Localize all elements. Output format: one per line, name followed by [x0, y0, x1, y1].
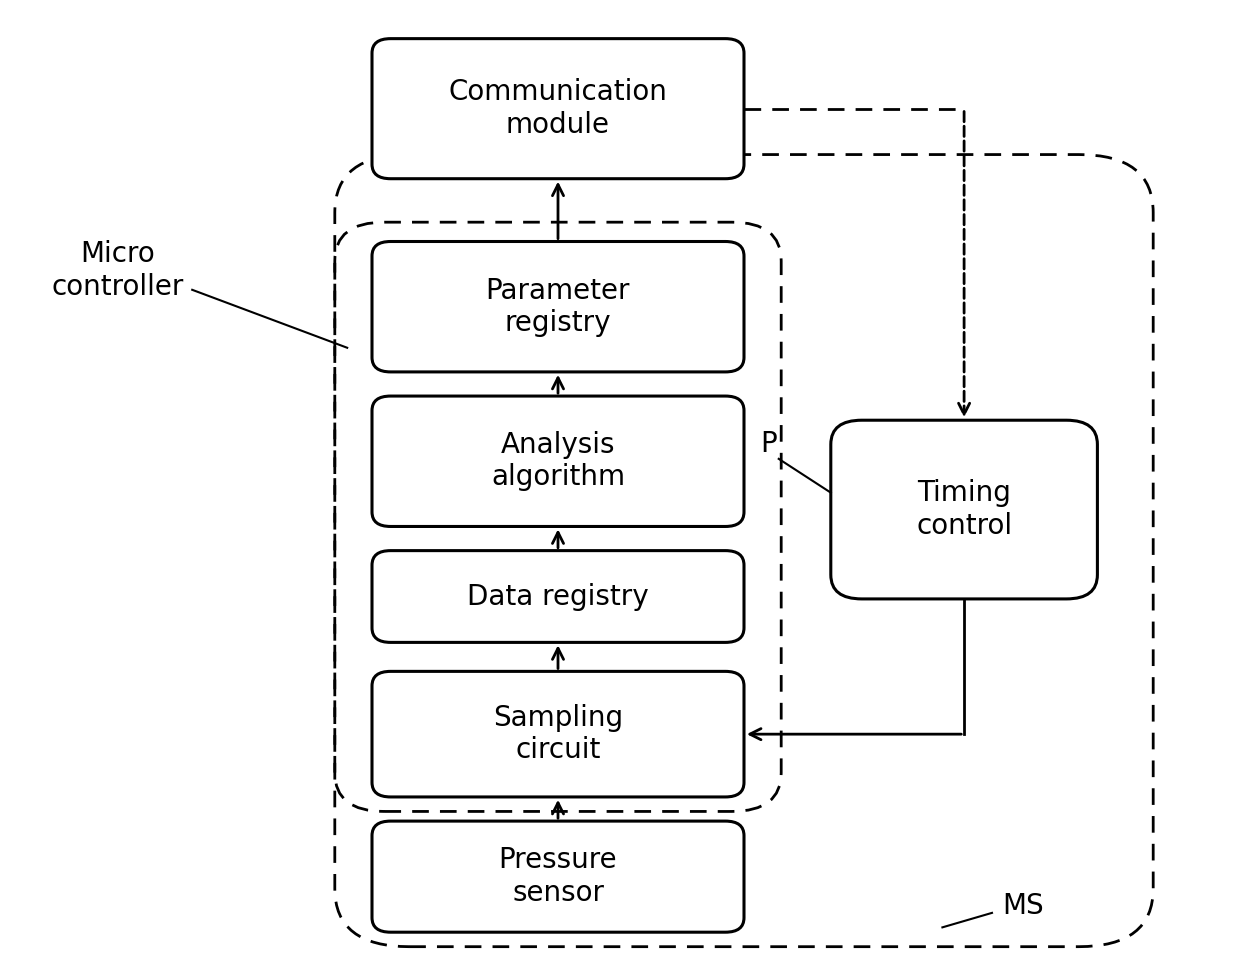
Text: MS: MS — [1002, 893, 1044, 920]
FancyBboxPatch shape — [372, 39, 744, 179]
Text: Timing
control: Timing control — [916, 479, 1012, 540]
Text: Communication
module: Communication module — [449, 78, 667, 139]
Text: Pressure
sensor: Pressure sensor — [498, 846, 618, 907]
FancyBboxPatch shape — [372, 242, 744, 372]
Text: Analysis
algorithm: Analysis algorithm — [491, 431, 625, 492]
FancyBboxPatch shape — [372, 821, 744, 932]
FancyBboxPatch shape — [372, 396, 744, 526]
FancyBboxPatch shape — [372, 671, 744, 797]
Text: Sampling
circuit: Sampling circuit — [494, 704, 622, 764]
Text: Parameter
registry: Parameter registry — [486, 276, 630, 337]
Text: Micro
controller: Micro controller — [52, 241, 184, 300]
Text: Data registry: Data registry — [467, 582, 649, 611]
FancyBboxPatch shape — [831, 420, 1097, 599]
Text: P: P — [760, 431, 777, 458]
FancyBboxPatch shape — [372, 551, 744, 642]
